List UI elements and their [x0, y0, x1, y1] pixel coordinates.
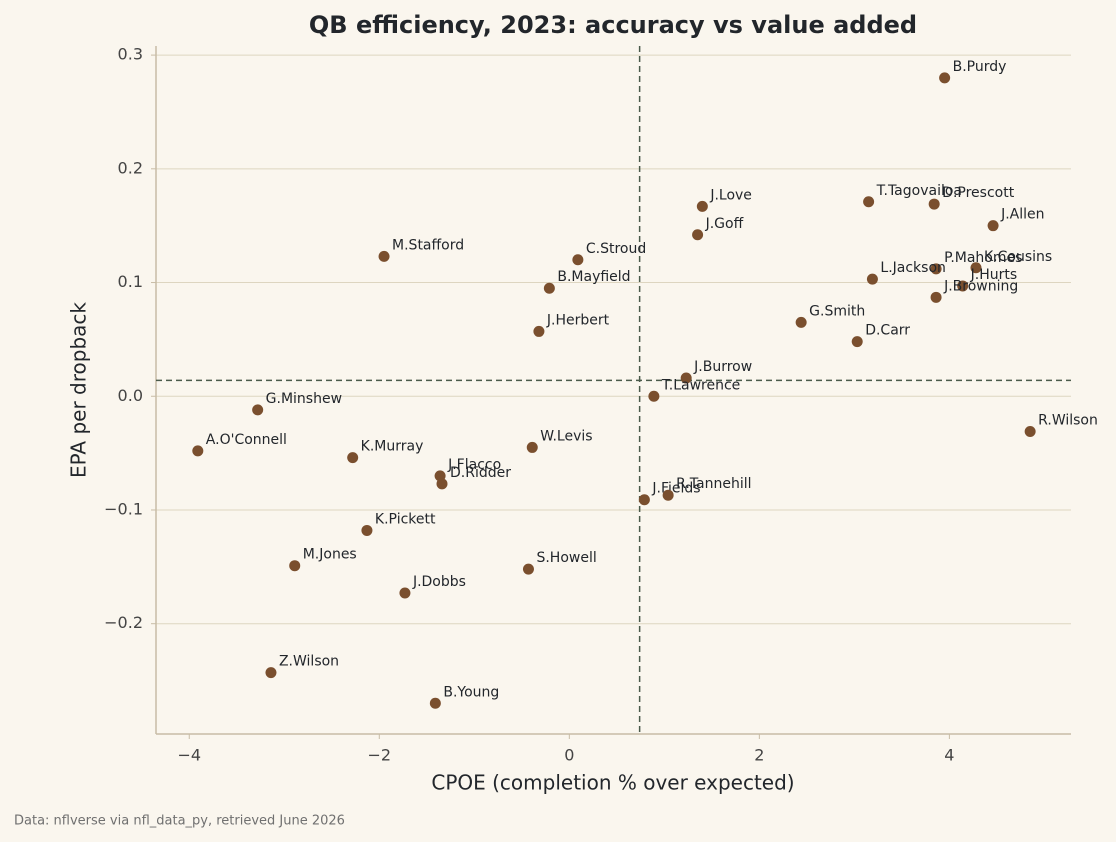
point-label: B.Mayfield: [557, 269, 630, 285]
x-tick-label: 0: [564, 746, 574, 765]
chart-title: QB efficiency, 2023: accuracy vs value a…: [309, 11, 917, 39]
point-label: D.Prescott: [942, 185, 1015, 201]
point: [1024, 426, 1036, 438]
point-label: K.Pickett: [375, 511, 436, 527]
point: [522, 563, 534, 575]
point-label: J.Hurts: [970, 267, 1018, 283]
point: [930, 291, 942, 303]
point: [436, 478, 448, 490]
point: [192, 445, 204, 457]
point-label: P.Mahomes: [944, 250, 1022, 266]
point-label: K.Cousins: [984, 249, 1052, 265]
point: [939, 72, 951, 84]
point-label: J.Browning: [943, 278, 1018, 294]
source-note: Data: nflverse via nfl_data_py, retrieve…: [14, 814, 345, 829]
point-label: J.Dobbs: [412, 574, 466, 590]
point-label: J.Goff: [705, 216, 744, 232]
point-label: S.Howell: [536, 550, 596, 566]
point-label: K.Murray: [361, 439, 424, 455]
point: [533, 325, 545, 337]
point-label: B.Purdy: [953, 59, 1007, 75]
point-label: M.Stafford: [392, 237, 464, 253]
point: [526, 441, 538, 453]
point-label: D.Ridder: [450, 465, 511, 481]
x-tick-label: −2: [367, 746, 391, 765]
y-tick-label: 0.0: [118, 386, 143, 405]
point-label: J.Flacco: [447, 457, 501, 473]
point-label: M.Jones: [303, 547, 357, 563]
point: [252, 404, 264, 416]
point: [429, 697, 441, 709]
point-label: A.O'Connell: [206, 432, 287, 448]
y-tick-label: −0.1: [104, 499, 143, 518]
point: [543, 282, 555, 294]
point-label: B.Young: [443, 684, 499, 700]
y-tick-label: 0.1: [118, 272, 143, 291]
point: [692, 229, 704, 241]
y-tick-label: −0.2: [104, 613, 143, 632]
point-label: T.Lawrence: [661, 377, 740, 393]
point-label: R.Tannehill: [676, 476, 751, 492]
point-label: D.Carr: [865, 323, 910, 339]
point: [957, 280, 969, 292]
point: [347, 452, 359, 464]
point-label: G.Minshew: [266, 391, 342, 407]
point: [378, 250, 390, 262]
point-label: C.Stroud: [586, 241, 646, 257]
point: [696, 200, 708, 212]
point-label: R.Wilson: [1038, 413, 1098, 429]
point: [866, 273, 878, 285]
point: [928, 198, 940, 210]
point: [638, 494, 650, 506]
point-label: T.Tagovailoa: [876, 183, 962, 199]
point-label: J.Burrow: [693, 359, 752, 375]
point-label: J.Allen: [1000, 207, 1044, 223]
point: [987, 220, 999, 232]
point: [795, 316, 807, 328]
point: [265, 667, 277, 679]
point-label: Z.Wilson: [279, 654, 339, 670]
point: [930, 263, 942, 275]
x-tick-label: 2: [754, 746, 764, 765]
point: [289, 560, 301, 572]
point: [851, 336, 863, 348]
x-tick-label: 4: [944, 746, 954, 765]
y-tick-label: 0.3: [118, 45, 143, 64]
point: [572, 254, 584, 266]
point: [361, 524, 373, 536]
x-axis-label: CPOE (completion % over expected): [431, 771, 794, 795]
point-label: J.Herbert: [546, 312, 610, 328]
point: [863, 196, 875, 208]
x-tick-label: −4: [177, 746, 201, 765]
point: [662, 489, 674, 501]
point-label: J.Love: [709, 187, 752, 203]
y-axis-label: EPA per dropback: [67, 302, 91, 478]
point: [648, 390, 660, 402]
point: [970, 262, 982, 274]
y-tick-label: 0.2: [118, 158, 143, 177]
point-label: G.Smith: [809, 303, 865, 319]
point: [399, 587, 411, 599]
point-label: W.Levis: [540, 428, 592, 444]
point: [680, 372, 692, 384]
point-label: L.Jackson: [880, 260, 946, 276]
